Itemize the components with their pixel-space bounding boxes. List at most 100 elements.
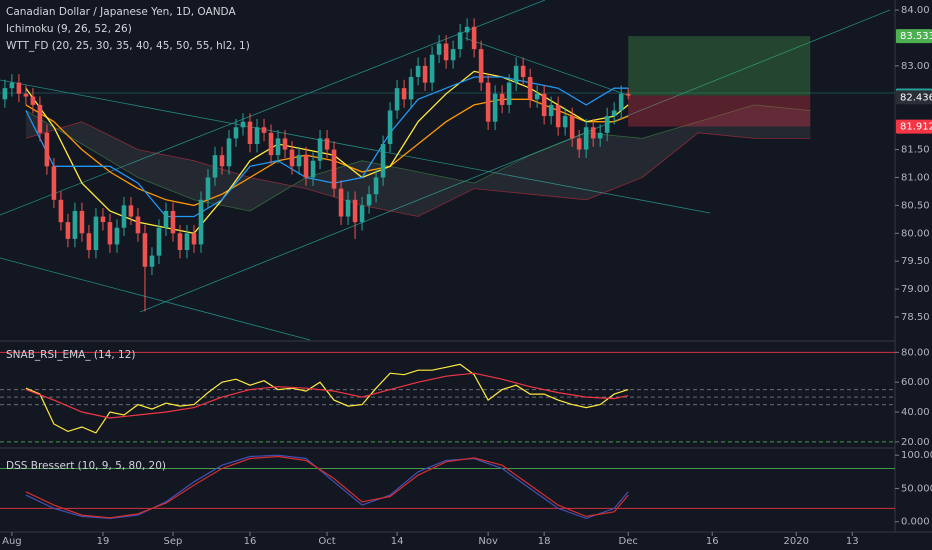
- candle-body: [373, 177, 379, 195]
- candle-body: [408, 77, 414, 100]
- candle-body: [212, 155, 218, 178]
- y-tick-label: 80.00: [901, 347, 930, 358]
- y-tick-label: 40.00: [901, 407, 930, 418]
- candle-body: [303, 155, 309, 178]
- candle-body: [471, 26, 477, 50]
- candle-body: [16, 82, 22, 94]
- trend-line: [0, 79, 711, 214]
- candle-body: [401, 88, 407, 100]
- x-tick-label: Oct: [318, 536, 335, 547]
- candle-body: [583, 127, 589, 150]
- candle-body: [9, 82, 15, 89]
- candle-body: [268, 132, 274, 156]
- candle-body: [156, 227, 162, 256]
- y-tick-label: 80.00: [901, 228, 930, 239]
- indicator-line: [25, 372, 629, 419]
- candle-body: [450, 49, 456, 61]
- candle-body: [170, 210, 176, 234]
- candle-body: [23, 93, 29, 97]
- candle-body: [205, 177, 211, 200]
- candle-body: [604, 116, 610, 133]
- y-tick-label: 83.00: [901, 61, 930, 72]
- plot-area: 84.00 83.00 81.50 81.00 80.50 80.00 79.50 79.00…: [0, 5, 932, 547]
- chart-title: Canadian Dollar / Japanese Yen, 1D, OAND…: [6, 6, 236, 18]
- candle-body: [114, 227, 120, 245]
- x-tick-label: 16: [244, 536, 257, 547]
- price-tag-label: 83.533: [900, 31, 932, 42]
- candle-body: [233, 127, 239, 139]
- candle-body: [499, 93, 505, 105]
- y-tick-label: 79.50: [901, 256, 930, 267]
- candle-body: [289, 149, 295, 167]
- pane: 84.00 83.00 81.50 81.00 80.50 80.00 79.50 79.00…: [2, 5, 932, 547]
- candle-body: [100, 216, 106, 223]
- candle-body: [44, 132, 50, 167]
- candle-body: [569, 116, 575, 139]
- candle-body: [415, 65, 421, 78]
- candle-body: [541, 93, 547, 117]
- y-tick-label: 20.00: [901, 437, 930, 448]
- candle-body: [366, 194, 372, 206]
- candle-body: [282, 138, 288, 150]
- candle-body: [443, 43, 449, 61]
- candle-body: [254, 127, 260, 144]
- candle-body: [261, 127, 267, 133]
- candle-body: [464, 26, 470, 33]
- trend-line: [0, 0, 546, 216]
- x-tick-label: 19: [97, 536, 110, 547]
- candle-body: [387, 110, 393, 144]
- candle-body: [436, 43, 442, 55]
- candle-body: [527, 77, 533, 100]
- candle-body: [429, 54, 435, 83]
- trend-line: [0, 257, 311, 341]
- y-tick-label: 0.000: [901, 517, 930, 528]
- candle-body: [30, 96, 36, 105]
- candle-body: [590, 127, 596, 139]
- candle-body: [240, 121, 246, 128]
- candle-body: [135, 216, 141, 234]
- candle-body: [576, 138, 582, 150]
- candle-body: [324, 138, 330, 150]
- candle-body: [618, 93, 624, 111]
- candle-body: [219, 155, 225, 167]
- candle-body: [184, 233, 190, 251]
- candle-body: [359, 205, 365, 223]
- price-tag-label: 81.912: [900, 122, 932, 133]
- x-tick-label: Nov: [478, 536, 498, 547]
- y-tick-label: 81.50: [901, 145, 930, 156]
- y-tick-label: 80.50: [901, 200, 930, 211]
- indicator-label: Ichimoku (9, 26, 52, 26): [6, 23, 132, 35]
- pane: 100.000 50.000 0.000: [0, 450, 932, 528]
- y-tick-label: 84.00: [901, 5, 930, 16]
- candle-body: [86, 233, 92, 251]
- y-tick-label: 50.000: [901, 483, 932, 494]
- candle-body: [107, 222, 113, 245]
- candle-body: [506, 82, 512, 105]
- pane: 80.00 60.00 40.00 20.00: [0, 347, 930, 448]
- price-tag: [896, 119, 932, 134]
- x-tick-label: 16: [706, 536, 719, 547]
- indicator-label: WTT_FD (20, 25, 30, 35, 40, 45, 50, 55, …: [6, 40, 250, 52]
- candle-body: [247, 121, 253, 144]
- candle-body: [317, 138, 323, 161]
- candle-body: [394, 88, 400, 111]
- y-tick-label: 60.00: [901, 377, 930, 388]
- candle-body: [478, 49, 484, 83]
- candle-body: [352, 199, 358, 223]
- candle-body: [128, 205, 134, 217]
- candle-body: [191, 233, 197, 245]
- indicator-line: [25, 455, 629, 519]
- x-tick-label: 18: [538, 536, 551, 547]
- x-tick-label: 14: [391, 536, 404, 547]
- candle-body: [457, 32, 463, 50]
- indicator-line: [25, 454, 629, 520]
- trend-line: [464, 37, 631, 97]
- candle-body: [485, 82, 491, 122]
- candle-body: [597, 132, 603, 139]
- candle-body: [380, 143, 386, 178]
- y-tick-label: 81.00: [901, 172, 930, 183]
- candle-body: [520, 65, 526, 78]
- candle-body: [72, 210, 78, 239]
